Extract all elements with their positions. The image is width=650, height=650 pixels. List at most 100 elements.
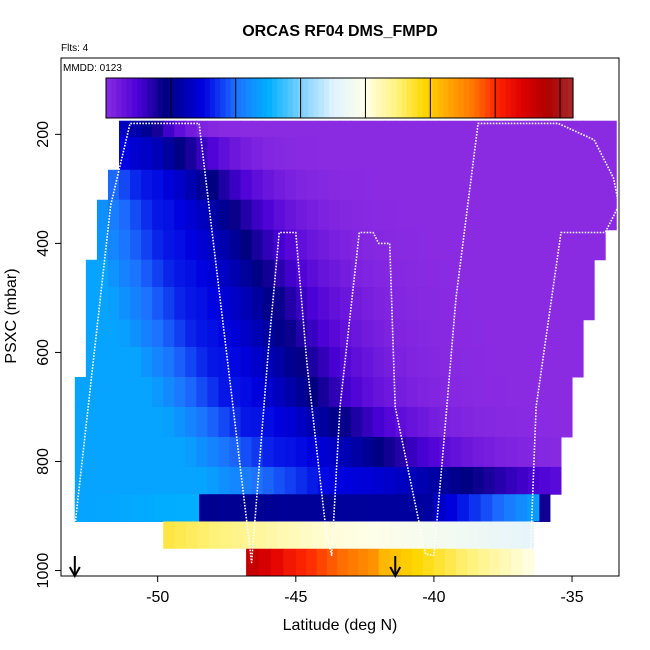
- heatmap-cell: [262, 319, 275, 348]
- heatmap-cell: [406, 259, 418, 288]
- heatmap-cell: [450, 199, 463, 231]
- heatmap-cell: [384, 287, 396, 321]
- heatmap-cell: [306, 169, 319, 201]
- colorbar-segment: [344, 78, 351, 118]
- colorbar-segment: [204, 78, 211, 118]
- heatmap-cell: [273, 229, 286, 261]
- heatmap-cell: [165, 494, 178, 522]
- heatmap-cell: [378, 548, 391, 576]
- heatmap-cell: [373, 376, 385, 408]
- heatmap-cell: [480, 494, 493, 522]
- heatmap-cell: [351, 169, 363, 201]
- heatmap-cell: [316, 548, 328, 576]
- heatmap-cell: [130, 120, 142, 138]
- colorbar-segment: [178, 78, 185, 118]
- heatmap-cell: [450, 466, 463, 495]
- heatmap-cell: [176, 494, 189, 522]
- heatmap-cell: [85, 376, 98, 408]
- heatmap-cell: [174, 406, 186, 438]
- heatmap-cell: [96, 406, 109, 438]
- heatmap-cell: [240, 319, 253, 348]
- colorbar-segment: [131, 78, 138, 118]
- heatmap-cell: [549, 169, 562, 201]
- heatmap-cell: [583, 229, 595, 261]
- heatmap-cell: [362, 287, 374, 321]
- heatmap-cell: [351, 137, 363, 171]
- heatmap-cell: [406, 376, 418, 408]
- colorbar-segment: [567, 78, 574, 118]
- heatmap-cell: [255, 494, 267, 522]
- heatmap-cell: [174, 466, 186, 495]
- heatmap-cell: [472, 199, 485, 231]
- heatmap-cell: [199, 494, 211, 522]
- heatmap-cell: [417, 169, 429, 201]
- heatmap-cell: [240, 346, 253, 378]
- heatmap-cell: [251, 346, 264, 378]
- heatmap-cell: [262, 346, 275, 378]
- heatmap-cell: [483, 406, 496, 438]
- heatmap-cell: [538, 229, 551, 261]
- colorbar-segment: [552, 78, 559, 118]
- heatmap-cell: [85, 287, 98, 321]
- heatmap-cell: [328, 199, 341, 231]
- colorbar-segment: [163, 78, 169, 118]
- heatmap-cell: [439, 137, 451, 171]
- heatmap-cell: [196, 169, 208, 201]
- heatmap-cell: [428, 287, 440, 321]
- colorbar-segment: [220, 78, 226, 118]
- heatmap-cell: [284, 319, 297, 348]
- heatmap-cell: [538, 199, 551, 231]
- heatmap-cell: [152, 406, 164, 438]
- heatmap-cell: [295, 436, 308, 468]
- heatmap-cell: [461, 406, 474, 438]
- heatmap-cell: [594, 120, 606, 138]
- heatmap-cell: [240, 287, 253, 321]
- heatmap-cell: [500, 521, 512, 549]
- heatmap-cell: [384, 137, 396, 171]
- heatmap-cell: [262, 259, 275, 288]
- heatmap-cell: [295, 346, 308, 378]
- heatmap-cell: [317, 229, 330, 261]
- heatmap-cell: [218, 436, 231, 468]
- heatmap-cell: [362, 346, 374, 378]
- heatmap-cell: [207, 229, 219, 261]
- heatmap-cell: [516, 436, 529, 468]
- heatmap-cell: [560, 199, 573, 231]
- heatmap-cell: [572, 346, 584, 378]
- heatmap-cell: [273, 137, 286, 171]
- heatmap-cell: [483, 169, 496, 201]
- heatmap-cell: [549, 466, 562, 495]
- colorbar-segment: [547, 78, 553, 118]
- heatmap-cell: [85, 466, 98, 495]
- heatmap-cell: [472, 406, 485, 438]
- heatmap-cell: [207, 259, 219, 288]
- heatmap-cell: [317, 169, 330, 201]
- heatmap-cell: [340, 346, 352, 378]
- heatmap-cell: [406, 137, 418, 171]
- colorbar-segment: [484, 78, 491, 118]
- heatmap-cell: [527, 137, 540, 171]
- y-tick-label: 200: [35, 121, 52, 148]
- heatmap-cell: [208, 521, 221, 549]
- colorbar-segment: [106, 78, 112, 118]
- heatmap-cell: [85, 436, 98, 468]
- y-tick-label: 1000: [35, 553, 52, 589]
- x-tick-label: -35: [560, 589, 583, 606]
- colorbar-segment: [308, 78, 315, 118]
- heatmap-cell: [439, 436, 451, 468]
- colorbar-segment: [541, 78, 548, 118]
- heatmap-cell: [163, 521, 176, 549]
- flights-annotation: Flts: 4: [61, 43, 89, 54]
- heatmap-cell: [406, 346, 418, 378]
- heatmap-cell: [207, 287, 219, 321]
- heatmap-cell: [572, 259, 584, 288]
- heatmap-cell: [367, 521, 380, 549]
- heatmap-cell: [262, 137, 275, 171]
- heatmap-cell: [119, 406, 131, 438]
- heatmap-cell: [505, 120, 518, 138]
- heatmap-cell: [251, 406, 264, 438]
- heatmap-cell: [439, 406, 451, 438]
- colorbar-segment: [272, 78, 278, 118]
- colorbar-segment: [282, 78, 289, 118]
- heatmap-cell: [395, 287, 407, 321]
